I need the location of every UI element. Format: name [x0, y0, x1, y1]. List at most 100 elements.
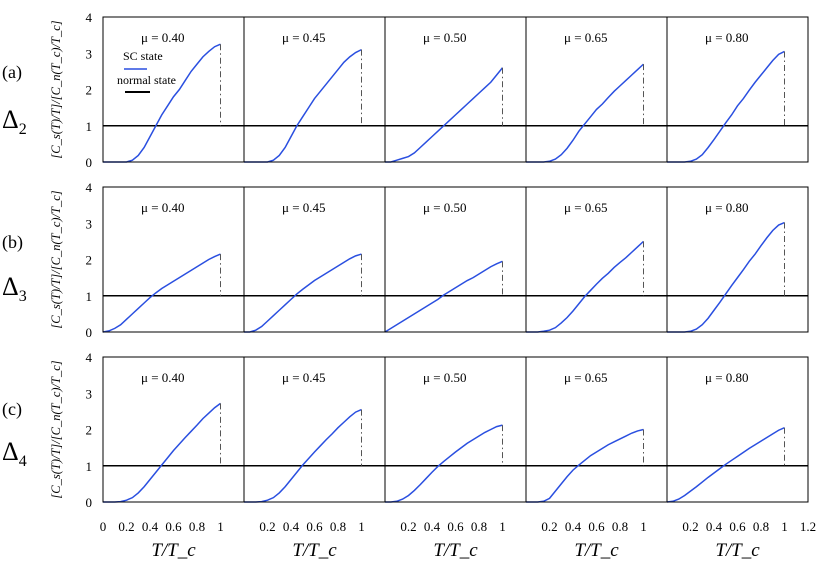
gap-symbol: Δ: [2, 272, 19, 301]
x-tick-label: 0.2: [541, 519, 557, 534]
row-tag: (b): [2, 232, 23, 253]
y-tick-label: 1: [86, 289, 93, 304]
x-tick-label: 1: [781, 519, 788, 534]
x-tick-label: 1: [217, 519, 224, 534]
panel-frame: [666, 356, 809, 503]
x-tick-label: 1.2: [800, 519, 816, 534]
sc-state-curve: [384, 260, 503, 333]
mu-label: μ = 0.80: [705, 200, 749, 215]
panel: μ = 0.50: [384, 186, 527, 333]
x-tick-label: 0.4: [565, 519, 582, 534]
sc-state-curve: [667, 50, 785, 163]
sc-state-curve: [666, 427, 785, 503]
x-tick-label: 0.4: [142, 519, 159, 534]
y-tick-label: 3: [86, 216, 93, 231]
sc-state-curve: [244, 48, 362, 163]
gap-label: Δ3: [2, 272, 27, 305]
x-tick-label: 0.8: [189, 519, 205, 534]
x-tick-label: 0.8: [330, 519, 346, 534]
row-tag: (c): [2, 399, 22, 420]
panel: μ = 0.45: [243, 186, 386, 333]
mu-label: μ = 0.50: [423, 200, 467, 215]
panel: μ = 0.40: [102, 186, 245, 333]
x-tick-label: 0.6: [165, 519, 182, 534]
y-tick-label: 4: [86, 350, 93, 365]
sc-state-curve: [526, 63, 645, 163]
y-tick-label: 2: [86, 253, 93, 268]
x-tick-label: 0.6: [306, 519, 323, 534]
panel: μ = 0.65: [525, 16, 668, 163]
panel: μ = 0.80: [666, 186, 809, 333]
x-tick-label: 0.6: [588, 519, 605, 534]
mu-label: μ = 0.50: [423, 30, 467, 45]
x-tick-label: 0.6: [729, 519, 746, 534]
x-tick-label: 0.4: [283, 519, 300, 534]
gap-symbol: Δ: [2, 437, 19, 466]
sc-state-curve: [385, 424, 503, 503]
axis-tick-labels: 0 1 2 3 4 [C_s(T)/T]/[C_n(T_c)/T_c] 0 1 2 3 4 [C_s(…: [49, 10, 816, 561]
mu-label: μ = 0.65: [564, 200, 608, 215]
x-tick-label: 0.2: [259, 519, 275, 534]
row-labels: (a)Δ2(b)Δ3(c)Δ4: [2, 62, 27, 470]
sc-state-curve: [526, 428, 644, 503]
y-tick-label: 2: [86, 423, 93, 438]
x-axis-label: T/T_c: [151, 540, 196, 561]
mu-label: μ = 0.40: [141, 200, 185, 215]
mu-label: μ = 0.45: [282, 30, 326, 45]
panel: μ = 0.50: [384, 16, 527, 163]
panel: μ = 0.80: [666, 16, 809, 163]
sc-state-curve: [526, 240, 645, 333]
x-axis-label: T/T_c: [715, 540, 760, 561]
panel: μ = 0.45: [243, 16, 386, 163]
x-axis-label: T/T_c: [292, 540, 337, 561]
mu-label: μ = 0.50: [423, 370, 467, 385]
panel: μ = 0.65: [525, 356, 668, 503]
y-tick-label: 4: [86, 180, 93, 195]
x-axis-label: T/T_c: [574, 540, 619, 561]
y-tick-label: 0: [86, 325, 93, 340]
x-tick-label: 0.4: [424, 519, 441, 534]
mu-label: μ = 0.40: [141, 30, 185, 45]
gap-label: Δ4: [2, 437, 27, 470]
x-tick-label: 0.8: [471, 519, 487, 534]
sc-state-curve: [102, 253, 221, 333]
mu-label: μ = 0.65: [564, 370, 608, 385]
sc-state-curve: [385, 67, 504, 163]
y-tick-label: 3: [86, 386, 93, 401]
x-tick-label: 0.4: [706, 519, 723, 534]
x-tick-label: 0.8: [612, 519, 628, 534]
panel: μ = 0.50: [384, 356, 527, 503]
legend-normal-label: normal state: [117, 73, 176, 87]
legend: SC state normal state: [117, 49, 176, 93]
x-tick-label: 0.6: [447, 519, 464, 534]
panels: μ = 0.40 μ = 0.45 μ = 0.50 μ = 0.65 μ = 0.80…: [102, 16, 809, 503]
x-tick-label: 0.2: [400, 519, 416, 534]
x-tick-label: 1: [358, 519, 365, 534]
y-tick-label: 4: [86, 10, 93, 25]
y-tick-label: 1: [86, 119, 93, 134]
y-axis-label: [C_s(T)/T]/[C_n(T_c)/T_c]: [49, 20, 63, 158]
gap-symbol: Δ: [2, 105, 19, 134]
x-tick-label: 1: [640, 519, 647, 534]
y-tick-label: 3: [86, 46, 93, 61]
mu-label: μ = 0.80: [705, 370, 749, 385]
sc-state-curve: [103, 402, 221, 503]
mu-label: μ = 0.45: [282, 370, 326, 385]
row-tag: (a): [2, 62, 22, 83]
panel: μ = 0.45: [243, 356, 386, 503]
gap-subscript: 3: [19, 288, 27, 305]
x-tick-label: 0: [100, 519, 107, 534]
panel: μ = 0.80: [666, 356, 809, 503]
legend-sc-label: SC state: [123, 49, 163, 63]
y-axis-label: [C_s(T)/T]/[C_n(T_c)/T_c]: [49, 190, 63, 328]
y-tick-label: 0: [86, 155, 93, 170]
gap-subscript: 4: [19, 453, 27, 470]
sc-state-curve: [244, 253, 362, 333]
x-tick-label: 1: [499, 519, 506, 534]
panel-frame: [666, 186, 809, 333]
mu-label: μ = 0.65: [564, 30, 608, 45]
y-tick-label: 1: [86, 459, 93, 474]
x-tick-label: 0.2: [682, 519, 698, 534]
gap-label: Δ2: [2, 105, 27, 138]
